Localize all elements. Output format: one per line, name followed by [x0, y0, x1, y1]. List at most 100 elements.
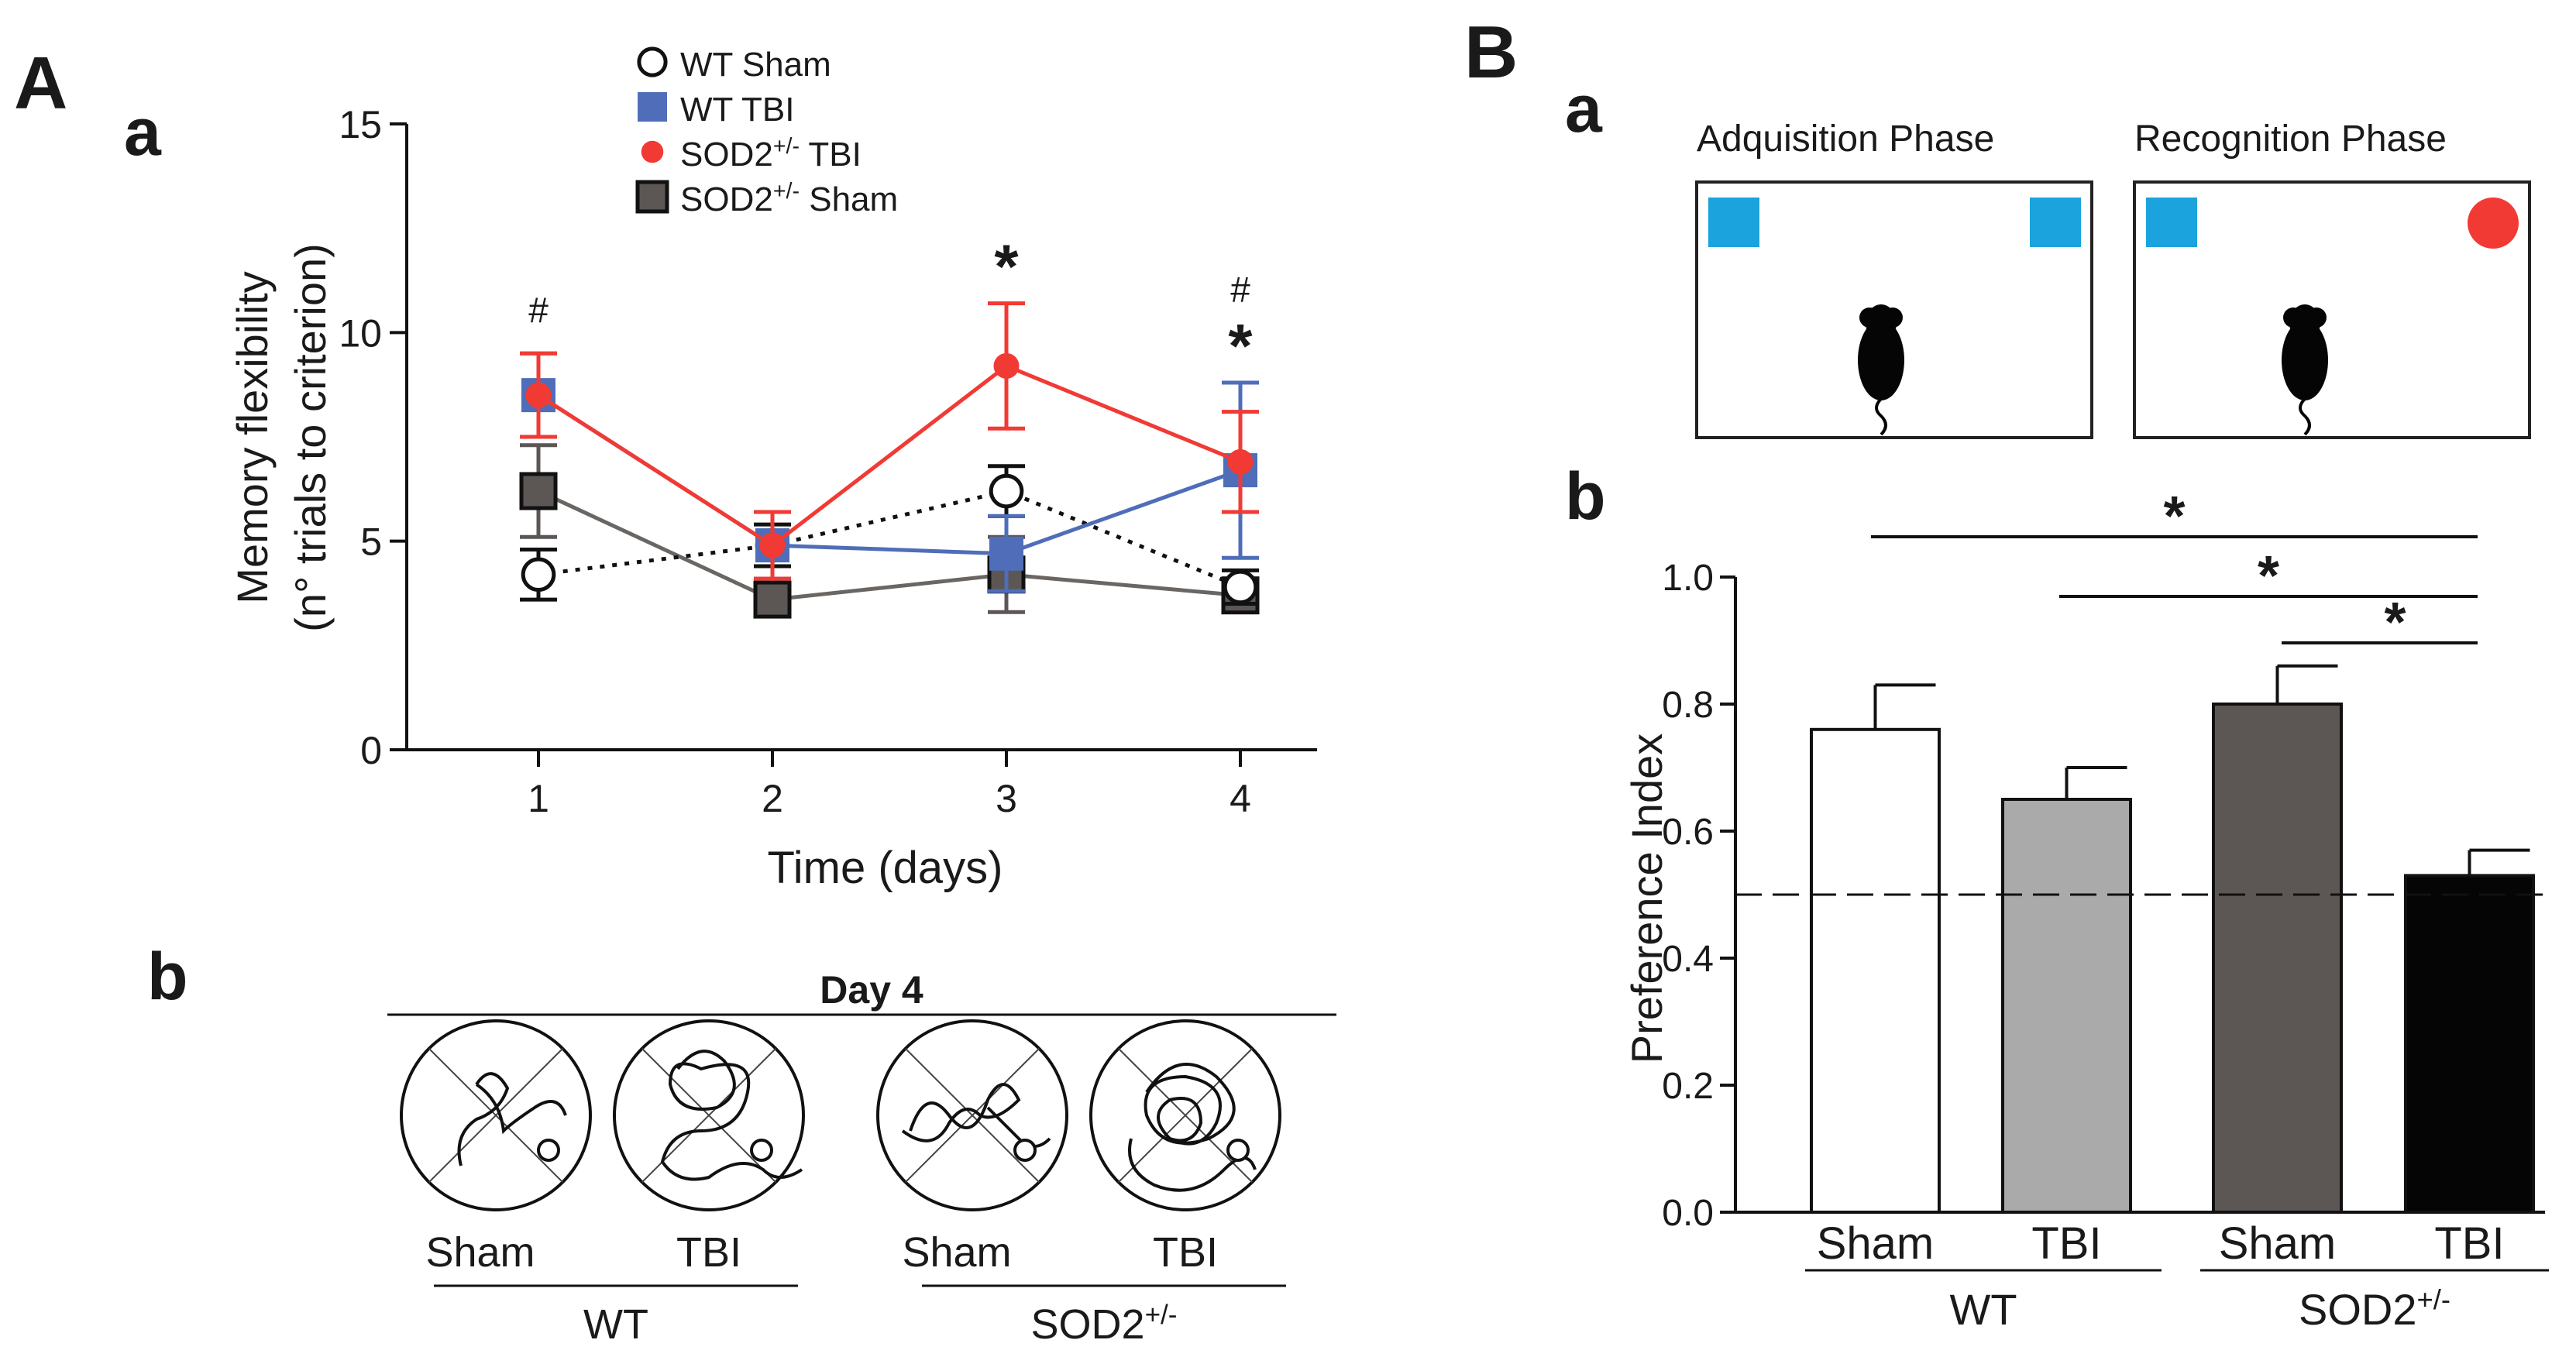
bar-group: Sham: [2212, 664, 2343, 1269]
platform-marker: [750, 1139, 773, 1162]
bar: [1810, 727, 1941, 1214]
mouse-tail: [2299, 397, 2311, 436]
platform-marker: [1226, 1139, 1250, 1162]
track-panel-title: Day 4: [820, 968, 923, 1012]
x-tick-label: 3: [996, 777, 1017, 820]
phase-title: Adquisition Phase: [1697, 119, 1994, 160]
bar-category-label: TBI: [2031, 1218, 2101, 1269]
object-right-square: [2030, 198, 2081, 247]
bar-group: Sham: [1810, 683, 1941, 1269]
preference-index-chart: 0.0 0.2 0.4 0.6 0.8 1.0 Preference Index Sham TB…: [1622, 486, 2549, 1334]
series-sod2_sham: [519, 443, 1260, 619]
y-tick-label: 10: [339, 311, 382, 355]
series-line-sod2_sham: [537, 489, 1241, 602]
track-group-label: SOD2+/-: [1031, 1300, 1178, 1349]
memory-flexibility-chart: 0 5 10 15 1 2 3 4 Time (days) Memory flexibility(…: [228, 46, 1317, 893]
significance-marker: *: [994, 232, 1019, 301]
bar: [2212, 703, 2343, 1214]
y-tick-label: 0.2: [1662, 1066, 1714, 1107]
panel-label-B-b: b: [1565, 459, 1606, 534]
y-tick-label: 1.0: [1662, 558, 1714, 599]
platform-marker: [1013, 1139, 1037, 1162]
arena-circle: [613, 1019, 805, 1211]
bar: [2001, 798, 2132, 1214]
y-tick-label: 5: [360, 521, 382, 564]
significance-marker: #: [528, 290, 549, 330]
bar-category-label: TBI: [2434, 1218, 2504, 1269]
arena-circle: [876, 1019, 1068, 1211]
data-point-wt_tbi: [989, 536, 1023, 571]
mouse-head: [2289, 304, 2320, 342]
data-point-sod2_sham: [753, 580, 792, 619]
panel-label-B-a: a: [1565, 72, 1603, 146]
bar-category-label: Sham: [2219, 1218, 2337, 1269]
track-label: TBI: [676, 1229, 741, 1276]
arena-quadrant-line: [428, 1048, 563, 1183]
line-chart-legend: WT Sham WT TBI SOD2+/- TBI SOD2+/- Sham: [635, 46, 898, 218]
legend-item-wt_sham: WT Sham: [637, 46, 831, 84]
significance-star: *: [2258, 545, 2279, 607]
legend-label-sod2_sham: SOD2+/- Sham: [680, 179, 898, 218]
y-axis-title-line1: Memory flexibility: [228, 271, 277, 603]
arena-quadrant-line: [905, 1048, 1040, 1183]
x-axis-title: Time (days): [768, 843, 1003, 893]
swim-path: [901, 1083, 1051, 1148]
y-tick-label: 0.8: [1662, 685, 1714, 726]
line-chart-axes: 0 5 10 15 1 2 3 4 Time (days) Memory flexibility(…: [228, 103, 1317, 893]
legend-label-wt_tbi: WT TBI: [680, 91, 795, 129]
swim-path: [457, 1072, 567, 1166]
x-tick-label: 2: [762, 777, 783, 820]
data-point-sod2_tbi: [993, 352, 1020, 379]
line-chart-series: [519, 301, 1260, 619]
track-label: Sham: [902, 1229, 1011, 1276]
arena-circle: [1089, 1019, 1281, 1211]
bar-group-label: SOD2+/-: [2299, 1283, 2450, 1335]
panel-label-A: A: [14, 42, 67, 125]
significance-star: *: [2384, 592, 2406, 654]
bar-category-label: Sham: [1817, 1218, 1935, 1269]
track-arena: TBI: [613, 1019, 805, 1276]
mouse-head: [1866, 304, 1897, 342]
platform-marker: [537, 1139, 560, 1162]
data-point-wt_sham: [1223, 569, 1258, 605]
mouse-icon: [2282, 304, 2328, 436]
track-group-label: WT: [583, 1301, 648, 1348]
significance-marker: *: [1228, 311, 1253, 380]
significance-star: *: [2163, 486, 2185, 548]
legend-item-wt_tbi: WT TBI: [638, 91, 795, 129]
bar-group: TBI: [2404, 848, 2535, 1269]
legend-label-sod2_tbi: SOD2+/- TBI: [680, 134, 862, 174]
bar: [2404, 874, 2535, 1215]
significance-marker: #: [1230, 270, 1250, 310]
legend-item-sod2_tbi: SOD2+/- TBI: [641, 134, 862, 174]
panel-label-A-a: a: [124, 95, 162, 170]
swim-path: [1128, 1063, 1257, 1192]
object-right-circle: [2468, 198, 2519, 249]
data-point-wt_sham: [989, 473, 1024, 509]
legend-label-wt_sham: WT Sham: [680, 46, 831, 84]
x-tick-label: 4: [1230, 777, 1251, 820]
bar-group-label: WT: [1949, 1285, 2017, 1334]
y-tick-label: 0.0: [1662, 1193, 1714, 1234]
legend-marker-sod2_tbi: [641, 140, 664, 163]
data-point-wt_sham: [521, 557, 556, 593]
x-tick-label: 1: [528, 777, 549, 820]
mouse-icon: [1858, 304, 1904, 436]
y-tick-label: 0: [360, 729, 382, 772]
track-label: TBI: [1153, 1229, 1218, 1276]
legend-item-sod2_sham: SOD2+/- Sham: [635, 179, 898, 218]
object-left-square: [2146, 198, 2197, 247]
phase-arena-box: [2133, 180, 2531, 439]
data-point-sod2_tbi: [525, 382, 552, 408]
series-line-sod2_tbi: [537, 363, 1241, 548]
legend-marker-wt_sham: [637, 46, 668, 77]
mouse-body: [2282, 320, 2328, 400]
y-axis-title: Preference Index: [1622, 734, 1671, 1063]
arena-quadrant-line: [1118, 1048, 1253, 1183]
phase-title: Recognition Phase: [2134, 119, 2447, 160]
data-point-sod2_tbi: [1227, 448, 1254, 475]
day4-track-panel: Day 4 Sham TBI Sham TBI WT SOD2+/-: [387, 968, 1336, 1348]
y-axis-title-line2: (n° trials to criterion): [286, 243, 335, 632]
phase-panel: Adquisition Phase: [1695, 119, 2093, 439]
legend-marker-wt_tbi: [638, 92, 667, 122]
